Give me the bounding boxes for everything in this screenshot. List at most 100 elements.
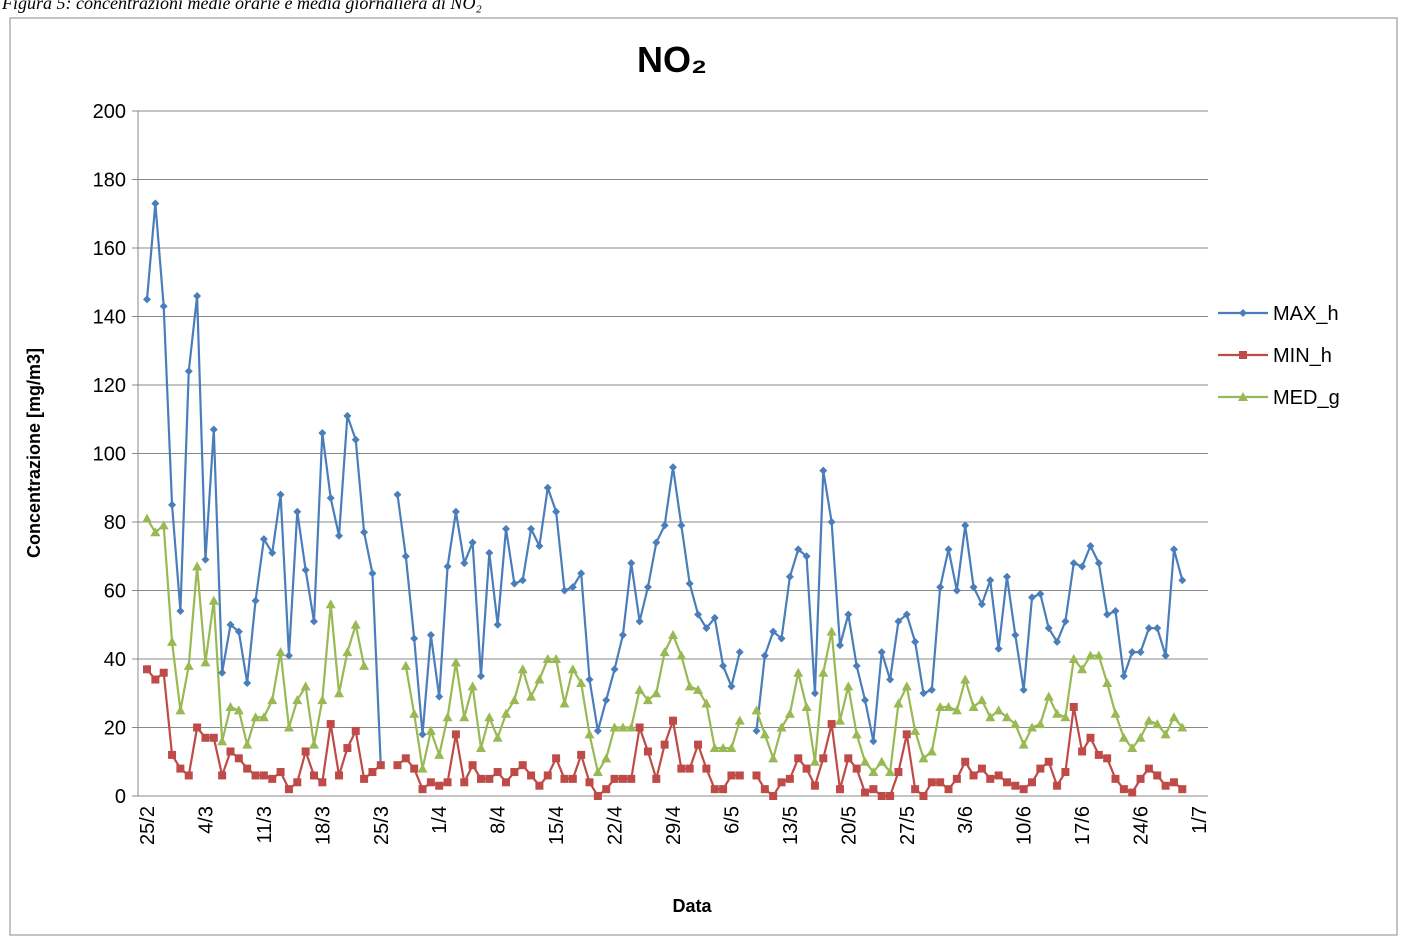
data-point: [894, 617, 903, 626]
data-point: [259, 771, 268, 780]
data-point: [1127, 743, 1138, 753]
data-point: [1111, 607, 1120, 616]
data-point: [292, 695, 303, 705]
data-point: [434, 749, 445, 759]
data-point: [459, 712, 470, 722]
data-point: [318, 428, 327, 437]
data-point: [510, 579, 519, 588]
data-point: [818, 667, 829, 677]
data-point: [368, 768, 377, 777]
data-point: [802, 552, 811, 561]
data-point: [460, 559, 469, 568]
data-point: [843, 681, 854, 691]
data-point: [1002, 778, 1011, 787]
data-point: [1161, 651, 1170, 660]
data-point: [1036, 764, 1045, 773]
x-tick-label: 1/7: [1189, 806, 1211, 834]
data-point: [268, 774, 277, 783]
data-point: [143, 295, 151, 304]
data-point: [734, 715, 745, 725]
data-point: [752, 771, 761, 780]
data-point: [810, 689, 819, 698]
legend-label: MAX_h: [1273, 303, 1339, 325]
data-point: [659, 647, 670, 657]
data-point: [1177, 722, 1188, 732]
data-point: [1093, 650, 1104, 660]
data-point: [627, 559, 636, 568]
data-point: [768, 753, 779, 763]
data-point: [151, 199, 160, 208]
data-point: [976, 695, 987, 705]
data-point: [1036, 589, 1045, 598]
data-point: [860, 756, 871, 766]
data-point: [685, 764, 694, 773]
y-tick-label: 200: [93, 101, 126, 123]
data-point: [609, 722, 620, 732]
data-point: [593, 726, 602, 735]
data-point: [693, 684, 704, 694]
data-point: [1060, 712, 1071, 722]
data-point: [435, 781, 444, 790]
data-point: [359, 660, 370, 670]
x-tick-label: 27/5: [897, 806, 919, 845]
data-point: [985, 712, 996, 722]
data-point: [944, 785, 953, 794]
data-point: [293, 778, 302, 787]
data-point: [618, 774, 627, 783]
data-point: [225, 701, 236, 711]
data-point: [502, 778, 511, 787]
data-point: [1135, 732, 1146, 742]
data-point: [769, 627, 778, 636]
data-point: [885, 767, 896, 777]
data-point: [208, 595, 219, 605]
data-point: [669, 716, 677, 725]
data-point: [418, 785, 427, 794]
data-point: [752, 726, 761, 735]
data-point: [1103, 610, 1112, 619]
data-point: [159, 302, 168, 311]
data-point: [794, 545, 803, 554]
data-point: [425, 725, 436, 735]
data-point: [1019, 785, 1028, 794]
data-point: [543, 483, 552, 492]
data-point: [400, 660, 411, 670]
data-point: [418, 730, 427, 739]
data-point: [343, 411, 352, 420]
data-point: [233, 705, 244, 715]
data-point: [1069, 559, 1078, 568]
data-point: [401, 754, 410, 763]
data-point: [1239, 309, 1247, 317]
data-point: [218, 668, 227, 677]
data-point: [535, 781, 544, 790]
data-point: [1128, 788, 1137, 797]
data-point: [868, 767, 879, 777]
data-point: [677, 521, 686, 530]
data-point: [919, 792, 928, 800]
data-point: [651, 688, 662, 698]
data-point: [1069, 702, 1078, 711]
data-point: [952, 586, 961, 595]
x-tick-label: 10/6: [1014, 806, 1036, 845]
data-point: [960, 674, 971, 684]
data-point: [251, 596, 260, 605]
data-point: [409, 708, 420, 718]
data-point: [284, 651, 293, 660]
data-point: [952, 774, 961, 783]
x-tick-label: 20/5: [838, 806, 860, 845]
data-point: [969, 771, 978, 780]
data-point: [602, 696, 611, 705]
x-tick-label: 4/3: [195, 806, 217, 834]
data-point: [710, 613, 719, 622]
data-point: [643, 747, 652, 756]
data-point: [502, 524, 511, 533]
data-point: [168, 500, 177, 509]
data-point: [660, 740, 669, 749]
data-point: [993, 705, 1004, 715]
data-point: [151, 675, 160, 684]
data-point: [759, 729, 770, 739]
data-point: [335, 531, 344, 540]
data-point: [1078, 747, 1087, 756]
data-point: [585, 778, 594, 787]
legend-label: MED_g: [1273, 387, 1340, 409]
data-point: [602, 785, 611, 794]
